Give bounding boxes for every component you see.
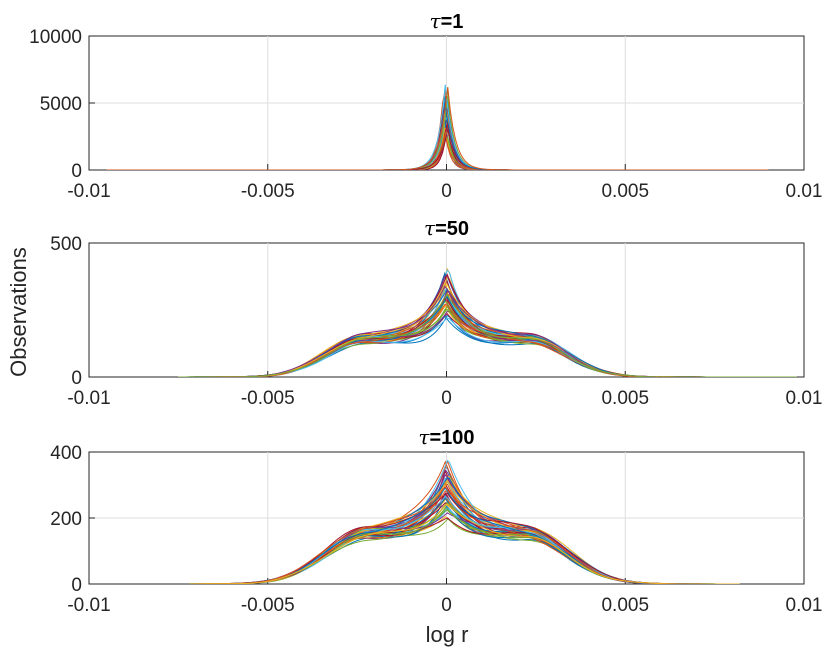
x-tick-label: 0 [441, 595, 452, 616]
x-tick-label: 0.005 [601, 595, 649, 616]
series-line [106, 133, 769, 170]
series-group [178, 267, 797, 377]
series-line [106, 85, 769, 170]
x-tick-label: 0.005 [601, 181, 649, 202]
panel-title: τ=100 [418, 425, 474, 449]
x-tick-label: -0.005 [241, 595, 295, 616]
series-line [106, 127, 769, 170]
y-tick-label: 200 [50, 509, 82, 530]
y-axis-label: Observations [6, 247, 31, 377]
tau-value: =100 [430, 427, 475, 449]
series-line [178, 285, 797, 377]
series-line [106, 122, 769, 170]
series-line [106, 115, 769, 170]
x-tick-label: 0 [441, 388, 452, 409]
x-tick-label: 0.01 [786, 388, 823, 409]
x-tick-label: 0 [441, 181, 452, 202]
tau-value: =50 [435, 218, 469, 240]
tau-symbol: τ [430, 9, 442, 33]
y-tick-label: 10000 [29, 27, 82, 48]
series-group [189, 459, 740, 584]
series-line [106, 134, 769, 170]
x-tick-label: 0.01 [786, 595, 823, 616]
x-tick-label: 0.005 [601, 388, 649, 409]
panel-title: τ=50 [424, 216, 469, 240]
panel-2: -0.01 -0.005 0 0.005 0.01 0 500 τ=50 [50, 216, 822, 409]
series-line [106, 87, 769, 170]
y-tick-label: 0 [71, 575, 82, 596]
y-tick-label: 400 [50, 443, 82, 464]
y-tick-label: 0 [71, 368, 82, 389]
series-line [106, 96, 769, 170]
tau-symbol: τ [418, 425, 430, 449]
panel-1: -0.01 -0.005 0 0.005 0.01 0 5000 10000 τ=1 [29, 9, 822, 202]
x-tick-label: 0.01 [786, 181, 823, 202]
x-tick-label: -0.01 [67, 388, 110, 409]
tau-symbol: τ [424, 216, 436, 240]
x-tick-label: -0.01 [67, 181, 110, 202]
series-group [106, 84, 769, 170]
x-tick-label: -0.005 [241, 181, 295, 202]
x-tick-label: -0.01 [67, 595, 110, 616]
y-tick-label: 500 [50, 234, 82, 255]
series-line [189, 503, 740, 584]
panel-title: τ=1 [430, 9, 464, 33]
tau-value: =1 [441, 11, 464, 33]
panel-3: -0.01 -0.005 0 0.005 0.01 0 200 400 τ=100 [50, 425, 822, 616]
y-tick-label: 0 [71, 161, 82, 182]
x-axis-label: log r [426, 622, 469, 647]
x-tick-label: -0.005 [241, 388, 295, 409]
series-line [178, 293, 797, 377]
y-tick-label: 5000 [40, 94, 82, 115]
